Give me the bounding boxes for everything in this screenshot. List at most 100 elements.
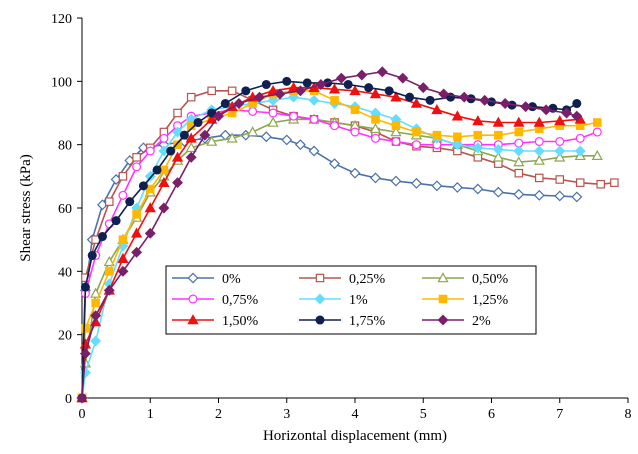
data-point [294, 85, 306, 97]
data-point [513, 188, 525, 200]
data-point [571, 110, 583, 122]
x-tick-label: 4 [352, 407, 359, 422]
data-point [247, 126, 259, 137]
data-point [158, 176, 170, 187]
x-axis-title: Horizontal displacement (mm) [263, 428, 447, 444]
data-point [473, 130, 483, 140]
data-point [145, 146, 155, 156]
data-point [514, 127, 524, 137]
legend-label: 1% [349, 293, 368, 308]
x-tick-label: 0 [79, 407, 86, 422]
data-point [281, 134, 293, 146]
data-point [451, 181, 463, 193]
data-point [315, 79, 327, 90]
data-point [227, 86, 237, 96]
data-point [451, 139, 463, 151]
data-point [87, 250, 97, 261]
data-point [152, 165, 162, 175]
data-point [572, 98, 582, 109]
data-point [417, 82, 429, 94]
data-point [308, 94, 320, 106]
x-tick-label: 3 [283, 407, 290, 422]
data-point [117, 252, 129, 263]
data-point [492, 143, 504, 155]
legend-label: 0% [222, 272, 241, 287]
data-point [371, 115, 380, 124]
y-tick-label: 40 [58, 265, 72, 280]
data-point [472, 142, 484, 154]
data-point [213, 110, 224, 122]
legend-marker [315, 315, 325, 325]
data-point [533, 189, 545, 201]
x-tick-label: 6 [488, 407, 495, 422]
data-point [206, 135, 218, 146]
data-point [554, 151, 566, 162]
data-point [268, 108, 278, 118]
legend-item: 1,75% [299, 314, 386, 329]
data-point [425, 95, 435, 105]
data-point [384, 86, 394, 96]
data-point [76, 392, 88, 404]
data-point [370, 172, 381, 184]
data-point [130, 227, 143, 238]
legend-marker [315, 273, 325, 283]
legend-label: 1,50% [222, 314, 259, 329]
data-point [90, 310, 102, 322]
data-point [596, 179, 605, 189]
data-point [171, 151, 184, 162]
data-point [289, 111, 299, 121]
data-point [390, 126, 402, 137]
data-point [397, 72, 409, 84]
data-point [533, 154, 545, 165]
legend-marker [188, 294, 198, 304]
x-tick-label: 5 [420, 407, 427, 422]
data-point [591, 149, 603, 161]
data-point [282, 76, 292, 86]
data-point [308, 145, 320, 157]
data-point [132, 153, 141, 162]
data-point [513, 156, 525, 167]
legend: 0% 0,25% 0,50% 0,75% 1% 1,25% 1,50% 1,75% 2% [165, 265, 537, 335]
data-point [207, 86, 216, 96]
data-point [159, 133, 169, 143]
data-point [260, 131, 272, 143]
data-point [173, 140, 182, 149]
data-point [261, 79, 271, 90]
data-point [592, 127, 602, 137]
legend-item: 0,25% [299, 272, 386, 287]
data-point [492, 116, 504, 127]
data-point [90, 287, 102, 298]
data-point [534, 136, 544, 147]
data-point [199, 129, 211, 141]
y-axis-ticks: 0 20 40 60 80 100 120 [51, 12, 82, 407]
data-point [411, 140, 421, 150]
data-point [369, 122, 382, 134]
y-tick-label: 80 [58, 139, 72, 154]
data-point [330, 121, 340, 131]
legend-label: 0,75% [222, 293, 259, 308]
data-point [131, 246, 143, 258]
legend-item: 0% [172, 272, 241, 287]
data-point [207, 108, 217, 118]
data-point [302, 78, 312, 88]
data-point [369, 88, 382, 99]
legend-label: 1,25% [472, 293, 509, 308]
data-point [186, 92, 196, 102]
x-tick-label: 1 [147, 407, 154, 422]
data-point [514, 168, 524, 178]
legend-label: 0,25% [349, 272, 386, 287]
legend-label: 2% [472, 314, 491, 329]
data-point [118, 172, 128, 181]
axes: 0 1 2 3 4 5 6 7 8 0 20 40 60 80 100 120 Horizontal dis… [18, 12, 632, 444]
data-point [158, 202, 170, 214]
data-point [513, 116, 525, 127]
legend-item: 0,50% [422, 272, 509, 287]
data-point [492, 186, 504, 198]
data-point [520, 101, 532, 113]
data-point [554, 145, 566, 157]
data-point [274, 88, 286, 100]
data-point [80, 282, 90, 292]
legend-item: 0,75% [172, 293, 259, 308]
x-tick-label: 8 [625, 407, 632, 422]
data-point [432, 130, 442, 140]
